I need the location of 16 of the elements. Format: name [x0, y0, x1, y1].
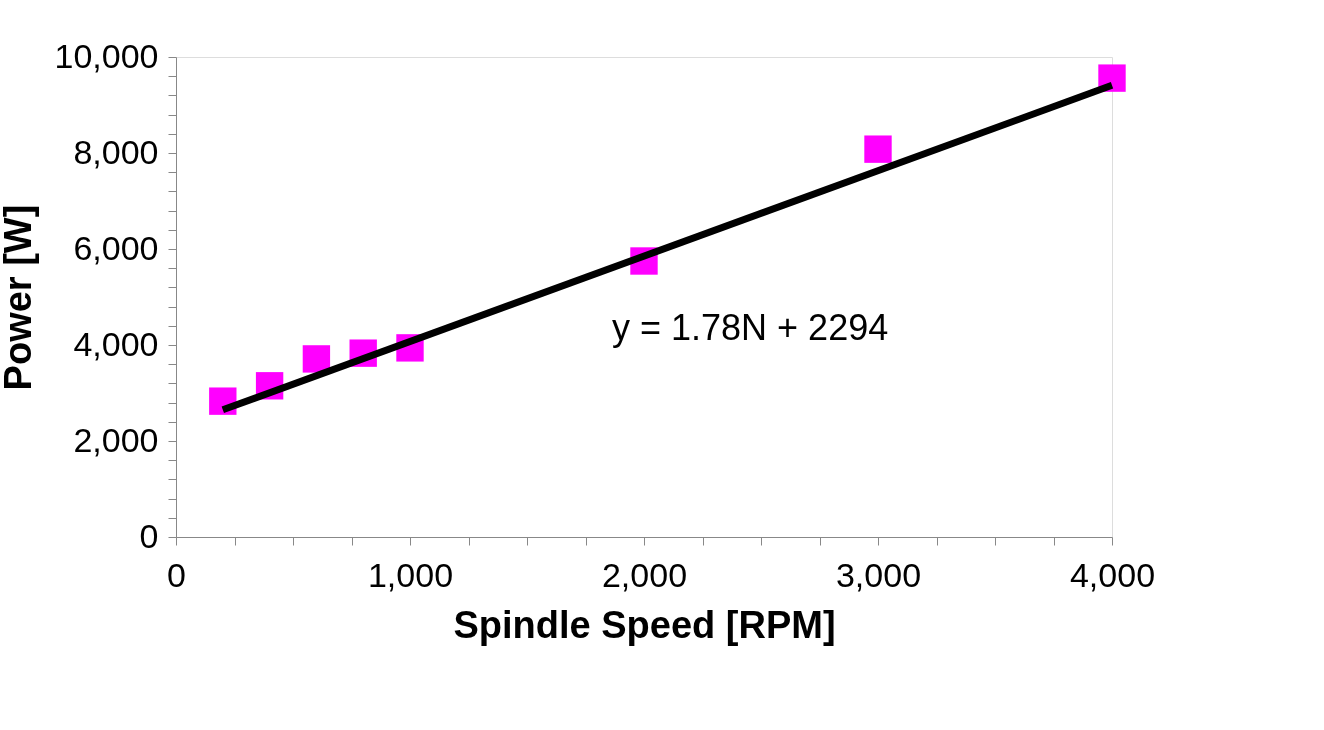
x-axis-title: Spindle Speed [RPM]	[453, 603, 836, 646]
x-tick-label: 1,000	[367, 555, 454, 594]
y-tick-label: 0	[139, 516, 159, 555]
y-tick-label: 4,000	[73, 324, 159, 363]
x-tick-label: 4,000	[1069, 555, 1156, 594]
y-tick-label: 6,000	[73, 228, 159, 267]
x-tick-label: 3,000	[835, 555, 922, 594]
y-tick-label: 2,000	[73, 420, 159, 459]
x-tick-label: 2,000	[601, 555, 688, 594]
point	[864, 135, 892, 163]
y-tick-label: 10,000	[54, 36, 159, 75]
y-axis-title: Power [W]	[0, 204, 39, 391]
x-tick-label: 0	[167, 555, 186, 594]
point	[302, 345, 331, 373]
annotation: y = 1.78N + 2294	[612, 307, 889, 348]
y-tick-label: 8,000	[73, 132, 159, 171]
